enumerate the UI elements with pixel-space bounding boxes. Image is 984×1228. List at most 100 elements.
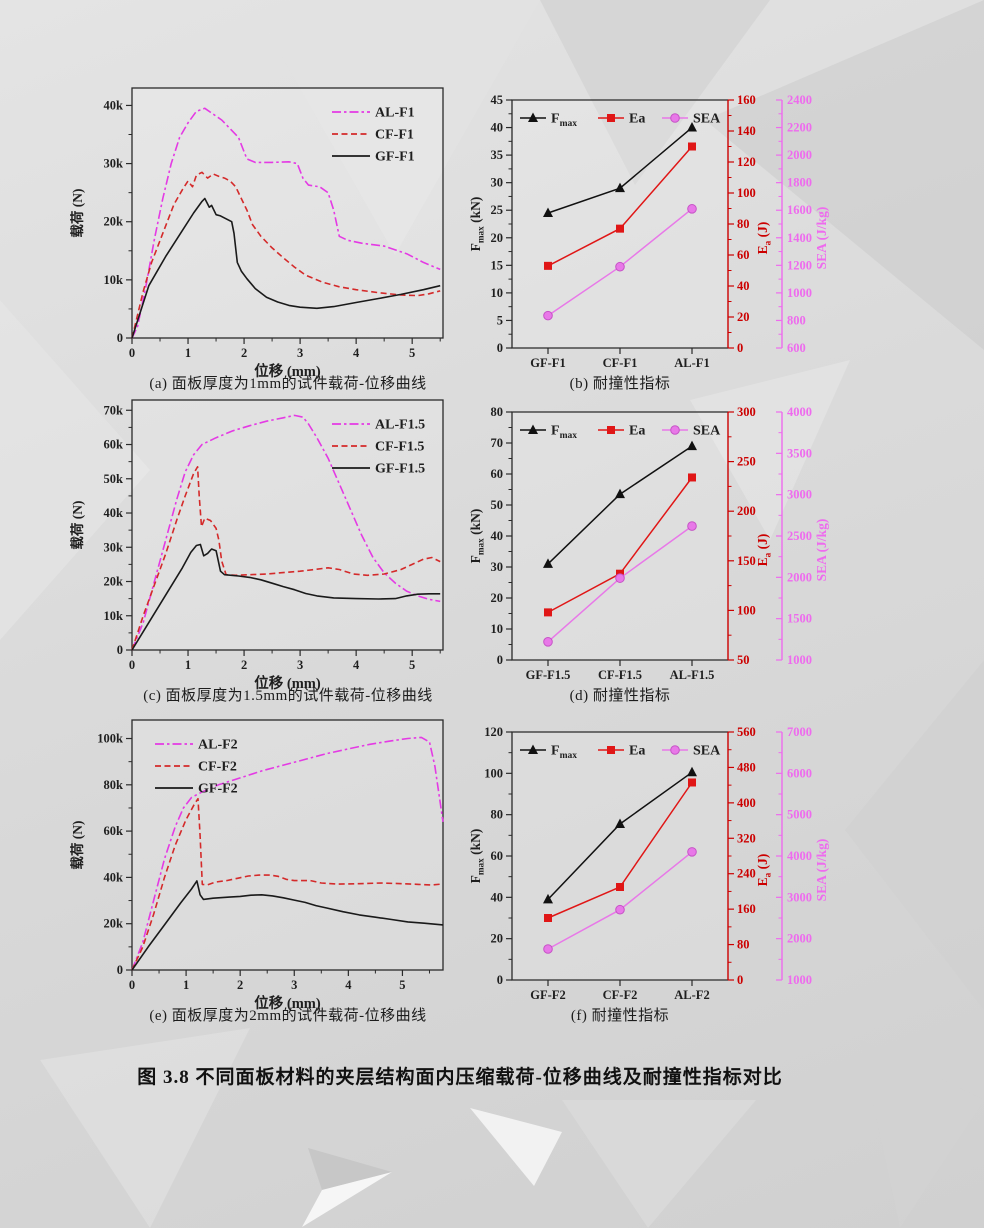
y-tick-label: 40k — [104, 98, 124, 112]
series-AL-F2 — [131, 736, 444, 971]
pink-tick-label: 4000 — [787, 405, 812, 419]
left-axis-label: Fmax (kN) — [468, 197, 486, 252]
plot-frame — [131, 87, 444, 339]
marker-triangle — [528, 112, 538, 122]
left-axis-label: Fmax (kN) — [468, 829, 486, 884]
x-tick-label: 5 — [399, 978, 405, 992]
legend-label: AL-F1.5 — [375, 418, 425, 433]
left-tick-label: 50 — [491, 498, 504, 512]
y-tick-label: 40k — [104, 506, 124, 520]
pink-axis-label: SEA (J/kg) — [814, 839, 829, 902]
category-label: AL-F2 — [674, 988, 709, 1002]
category-label: CF-F1.5 — [598, 668, 642, 682]
marker-triangle — [687, 122, 697, 132]
category-label: CF-F2 — [603, 988, 638, 1002]
red-tick-label: 60 — [737, 248, 750, 262]
pink-tick-label: 1400 — [787, 231, 812, 245]
x-tick-label: 0 — [129, 978, 135, 992]
caption-f: (f) 耐撞性指标 — [570, 1008, 670, 1024]
panel-e-load-displacement-2mm: 0 20k 40k 60k 80k 100k 0 1 2 3 4 5 位移 (mm) 载荷 (N) AL-F… — [58, 712, 460, 1030]
pink-tick-label: 1600 — [787, 203, 812, 217]
y-tick-label: 60k — [104, 824, 124, 838]
red-tick-label: 20 — [737, 310, 750, 324]
y-tick-label: 20k — [104, 215, 124, 229]
x-axis-label: 位移 (mm) — [254, 674, 321, 692]
category-label: CF-F1 — [603, 356, 638, 370]
x-tick-label: 0 — [129, 658, 135, 672]
x-axis-label: 位移 (mm) — [254, 362, 321, 380]
red-tick-label: 120 — [737, 155, 756, 169]
x-tick-label: 2 — [241, 346, 247, 360]
plot-bg — [512, 732, 728, 980]
left-tick-label: 10 — [491, 622, 504, 636]
pink-tick-label: 1000 — [787, 653, 812, 667]
pink-tick-label: 800 — [787, 313, 806, 327]
left-tick-label: 40 — [491, 890, 504, 904]
marker-circle — [543, 944, 553, 954]
pink-tick-label: 600 — [787, 341, 806, 355]
left-axis-label: Fmax (kN) — [468, 509, 486, 564]
marker-circle — [670, 745, 680, 755]
red-tick-label: 480 — [737, 760, 756, 774]
red-tick-label: 300 — [737, 405, 756, 419]
marker-square — [688, 473, 696, 482]
marker-square — [616, 224, 624, 233]
red-axis-label: Ea (J) — [755, 534, 773, 567]
x-tick-label: 4 — [345, 978, 352, 992]
left-tick-label: 80 — [491, 808, 504, 822]
x-tick-label: 5 — [409, 346, 415, 360]
series-GF-F1 — [131, 197, 441, 339]
caption-b: (b) 耐撞性指标 — [569, 376, 671, 392]
left-tick-label: 70 — [491, 436, 504, 450]
left-tick-label: 40 — [491, 121, 504, 135]
marker-circle — [615, 573, 625, 583]
red-tick-label: 0 — [737, 973, 743, 987]
caption-a: (a) 面板厚度为1mm的试件载荷-位移曲线 — [149, 376, 427, 392]
red-tick-label: 160 — [737, 902, 756, 916]
pink-tick-label: 6000 — [787, 766, 812, 780]
legend-label: SEA — [693, 424, 721, 439]
x-tick-label: 3 — [297, 346, 303, 360]
marker-circle — [687, 847, 697, 857]
pink-tick-label: 1000 — [787, 973, 812, 987]
plot-frame — [131, 719, 444, 971]
series-CF-F2 — [131, 797, 444, 971]
legend-label: GF-F1.5 — [375, 462, 425, 477]
caption-e: (e) 面板厚度为2mm的试件载荷-位移曲线 — [149, 1008, 427, 1024]
left-tick-label: 60 — [491, 849, 504, 863]
series-AL-F1 — [131, 107, 441, 339]
marker-circle — [615, 904, 625, 915]
series-GF-F2 — [131, 880, 444, 971]
x-tick-label: 4 — [353, 658, 360, 672]
y-tick-label: 50k — [104, 472, 124, 486]
red-tick-label: 320 — [737, 831, 756, 845]
marker-square — [544, 608, 552, 617]
marker-triangle — [543, 893, 553, 904]
y-axis-label: 载荷 (N) — [69, 188, 85, 237]
legend-label: Ea — [629, 424, 645, 439]
left-tick-label: 30 — [491, 560, 504, 574]
pink-tick-label: 1500 — [787, 612, 812, 626]
red-tick-label: 400 — [737, 796, 756, 810]
x-tick-label: 1 — [185, 658, 191, 672]
y-tick-label: 0 — [117, 331, 123, 345]
left-tick-label: 120 — [484, 725, 503, 739]
marker-circle — [670, 425, 680, 435]
pink-tick-label: 2000 — [787, 148, 812, 162]
marker-triangle — [615, 488, 625, 499]
y-tick-label: 100k — [97, 732, 123, 746]
pink-tick-label: 2200 — [787, 121, 812, 135]
red-tick-label: 0 — [737, 341, 743, 355]
y-tick-label: 20k — [104, 917, 124, 931]
pink-axis-label: SEA (J/kg) — [814, 519, 829, 582]
red-tick-label: 140 — [737, 124, 756, 138]
marker-triangle — [543, 558, 553, 568]
legend-label: Fmax — [551, 744, 577, 762]
pink-tick-label: 3000 — [787, 890, 812, 904]
legend-label: Ea — [629, 112, 645, 127]
x-tick-label: 1 — [183, 978, 189, 992]
pink-tick-label: 4000 — [787, 849, 812, 863]
red-tick-label: 40 — [737, 279, 750, 293]
left-tick-label: 0 — [497, 341, 503, 355]
red-tick-label: 80 — [737, 217, 750, 231]
